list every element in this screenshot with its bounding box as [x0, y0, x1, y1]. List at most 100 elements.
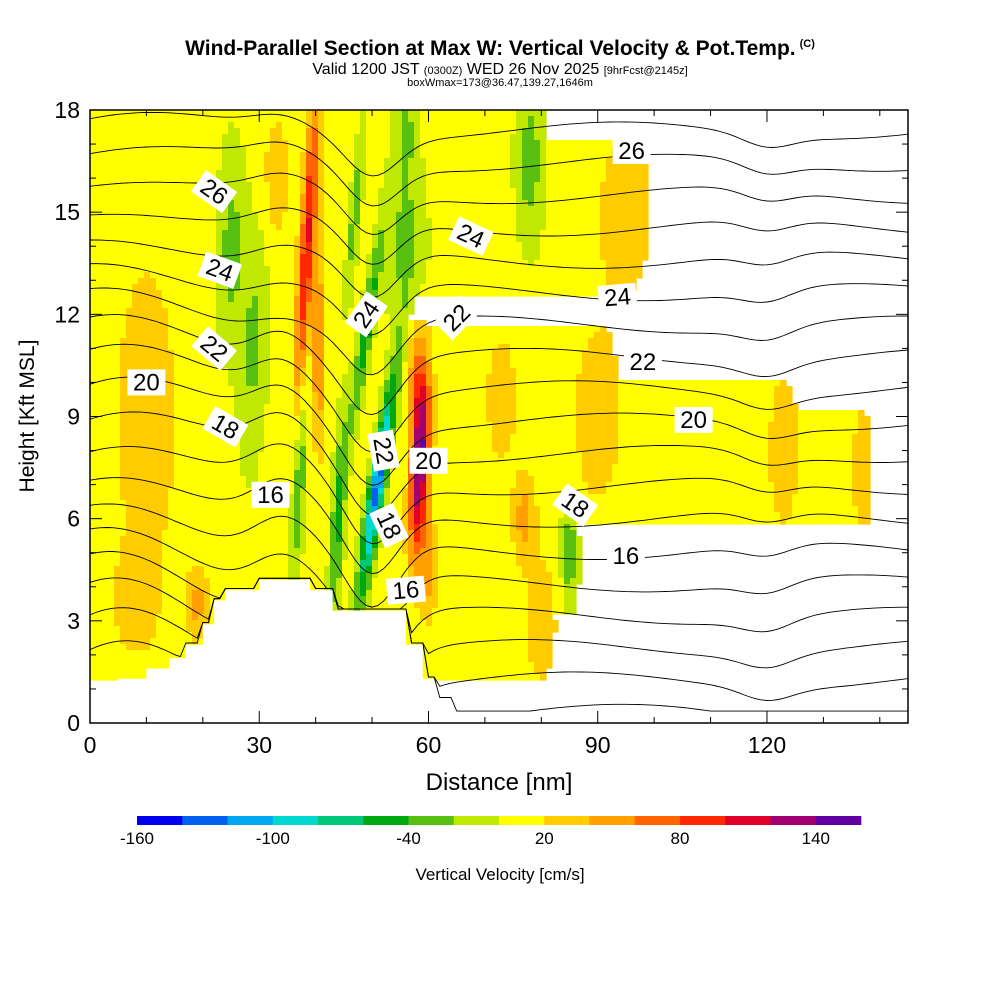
field-cell — [426, 356, 433, 363]
field-cell — [408, 560, 433, 567]
field-cell — [438, 530, 511, 537]
theta-label-box — [448, 216, 494, 256]
field-cell — [270, 212, 283, 219]
field-cell — [252, 194, 271, 201]
field-cell — [288, 500, 295, 507]
field-cell — [306, 110, 313, 117]
field-cell — [564, 566, 577, 573]
field-cell — [408, 278, 427, 285]
field-cell — [270, 308, 295, 315]
field-cell — [384, 368, 391, 375]
field-cell — [342, 374, 355, 381]
field-cell — [768, 470, 799, 477]
field-cell — [516, 410, 577, 417]
field-cell — [324, 440, 337, 447]
field-cell — [366, 134, 391, 141]
field-cell — [774, 386, 793, 393]
field-cell — [564, 548, 577, 555]
field-cell — [492, 368, 517, 375]
field-cell — [294, 464, 301, 471]
field-cell — [576, 380, 619, 387]
field-cell — [384, 242, 397, 249]
field-cell — [90, 608, 115, 615]
field-cell — [300, 314, 307, 321]
field-cell — [132, 284, 157, 291]
field-cell — [384, 158, 403, 165]
field-cell — [606, 278, 637, 285]
field-cell — [396, 416, 403, 423]
field-cell — [402, 422, 409, 429]
field-cell — [312, 134, 319, 141]
field-cell — [432, 554, 439, 561]
field-cell — [414, 488, 421, 495]
field-cell — [342, 260, 361, 267]
field-cell — [126, 518, 169, 525]
theta-label: 20 — [127, 369, 166, 396]
field-cell — [354, 362, 361, 369]
theta-label-box — [197, 251, 243, 289]
field-cell — [354, 662, 535, 669]
field-cell — [90, 260, 217, 267]
field-cell — [432, 620, 529, 627]
field-cell — [300, 242, 307, 249]
field-cell — [408, 362, 415, 369]
field-cell — [294, 494, 301, 501]
field-cell — [294, 350, 307, 357]
field-cell — [516, 512, 529, 519]
field-cell — [372, 338, 391, 345]
field-cell — [90, 170, 217, 177]
field-cell — [324, 158, 355, 165]
field-cell — [852, 500, 871, 507]
field-cell — [516, 506, 529, 513]
field-cell — [852, 470, 871, 477]
field-cell — [606, 164, 649, 171]
field-cell — [120, 494, 169, 501]
field-cell — [780, 518, 787, 525]
field-cell — [414, 212, 427, 219]
field-cell — [312, 434, 325, 441]
field-cell — [534, 488, 589, 495]
field-cell — [534, 188, 547, 195]
field-cell — [564, 608, 577, 615]
field-cell — [858, 518, 871, 525]
field-cell — [342, 590, 349, 597]
field-cell — [588, 488, 607, 495]
field-cell — [360, 506, 367, 513]
field-cell — [270, 296, 295, 303]
field-cell — [414, 248, 433, 255]
field-cell — [396, 338, 403, 345]
field-cell — [414, 398, 427, 405]
field-cell — [294, 500, 301, 507]
field-cell — [798, 422, 859, 429]
field-cell — [546, 212, 601, 219]
field-cell — [372, 224, 397, 231]
field-cell — [324, 266, 343, 273]
field-cell — [540, 170, 547, 177]
field-cell — [306, 524, 331, 531]
field-cell — [360, 230, 373, 237]
field-cell — [528, 656, 553, 663]
field-cell — [318, 188, 325, 195]
field-cell — [438, 410, 487, 417]
field-cell — [174, 356, 223, 363]
field-cell — [576, 440, 619, 447]
field-cell — [306, 476, 331, 483]
field-cell — [270, 386, 295, 393]
field-cell — [252, 200, 271, 207]
field-cell — [126, 506, 169, 513]
field-cell — [390, 422, 397, 429]
field-cell — [396, 236, 415, 243]
field-cell — [294, 446, 301, 453]
field-cell — [426, 338, 433, 345]
field-cell — [342, 380, 355, 387]
field-cell — [510, 356, 583, 363]
colorbar-swatch — [318, 816, 364, 825]
field-cell — [318, 164, 325, 171]
field-cell — [384, 494, 391, 501]
field-cell — [324, 110, 361, 117]
field-cell — [324, 380, 343, 387]
field-cell — [618, 386, 775, 393]
field-cell — [384, 404, 391, 411]
field-cell — [432, 530, 439, 537]
